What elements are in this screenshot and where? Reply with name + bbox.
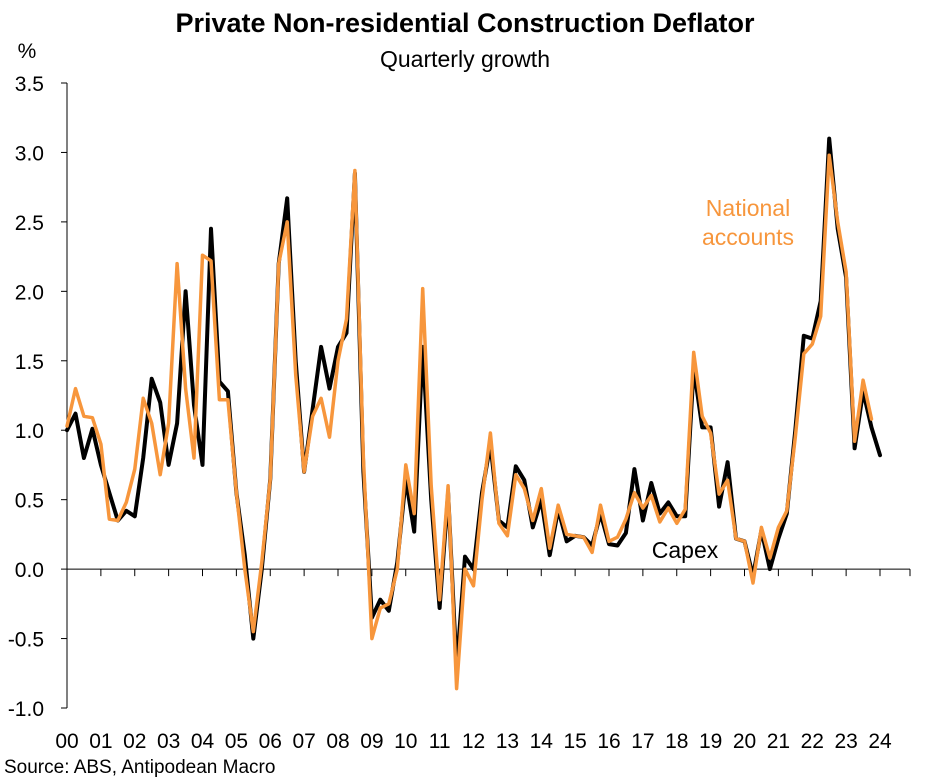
x-tick-label: 08 bbox=[326, 730, 349, 753]
x-tick-label: 11 bbox=[429, 730, 451, 753]
y-tick-label: 3.5 bbox=[15, 73, 44, 96]
x-tick-label: 18 bbox=[665, 730, 688, 753]
x-tick-label: 04 bbox=[191, 730, 215, 753]
x-tick-label: 07 bbox=[292, 730, 315, 753]
x-tick-label: 06 bbox=[259, 730, 282, 753]
series-label-line: accounts bbox=[702, 224, 794, 250]
x-tick-label: 20 bbox=[733, 730, 756, 753]
x-tick-label: 16 bbox=[597, 730, 620, 753]
series-label-capex: Capex bbox=[652, 537, 719, 563]
axes bbox=[61, 82, 911, 709]
x-tick-label: 21 bbox=[767, 730, 790, 753]
y-tick-label: 0.0 bbox=[15, 559, 44, 582]
y-tick-label: 1.0 bbox=[15, 420, 44, 443]
x-tick-label: 09 bbox=[360, 730, 383, 753]
x-tick-label: 03 bbox=[157, 730, 180, 753]
x-tick-label: 14 bbox=[530, 730, 554, 753]
chart-subtitle: Quarterly growth bbox=[380, 46, 550, 72]
x-tick-label: 00 bbox=[55, 730, 78, 753]
y-tick-label: 3.0 bbox=[15, 142, 44, 165]
y-tick-label: 2.0 bbox=[15, 281, 44, 304]
y-tick-label: 1.5 bbox=[15, 351, 44, 374]
x-tick-label: 01 bbox=[89, 730, 112, 753]
x-tick-label: 12 bbox=[462, 730, 485, 753]
x-tick-label: 10 bbox=[394, 730, 417, 753]
y-axis-unit-label: % bbox=[18, 40, 37, 63]
x-tick-label: 05 bbox=[225, 730, 248, 753]
y-tick-label: 2.5 bbox=[15, 212, 44, 235]
x-tick-label: 22 bbox=[801, 730, 824, 753]
x-tick-label: 02 bbox=[123, 730, 146, 753]
series-lines bbox=[65, 136, 882, 691]
y-tick-label: -1.0 bbox=[8, 698, 44, 721]
series-label-line: National bbox=[706, 195, 790, 221]
y-tick-labels: -1.0 -0.5 0.0 0.5 1.0 1.5 2.0 2.5 3.0 3.5 bbox=[8, 73, 44, 721]
x-tick-label: 15 bbox=[563, 730, 586, 753]
series-label-national-accounts: National accounts bbox=[702, 195, 794, 250]
chart-title: Private Non-residential Construction Def… bbox=[175, 8, 755, 38]
x-tick-label: 23 bbox=[834, 730, 857, 753]
y-tick-label: -0.5 bbox=[8, 629, 44, 652]
x-tick-label: 17 bbox=[631, 730, 654, 753]
x-tick-labels: 00 01 02 03 04 05 06 07 08 09 10 11 12 13 14 15 16 17 18 19… bbox=[55, 730, 892, 753]
x-tick-label: 13 bbox=[496, 730, 519, 753]
y-tick-label: 0.5 bbox=[15, 490, 44, 513]
series-line-national-accounts bbox=[65, 153, 874, 691]
x-tick-label: 19 bbox=[699, 730, 722, 753]
x-tick-label: 24 bbox=[868, 730, 892, 753]
source-note: Source: ABS, Antipodean Macro bbox=[4, 757, 275, 778]
